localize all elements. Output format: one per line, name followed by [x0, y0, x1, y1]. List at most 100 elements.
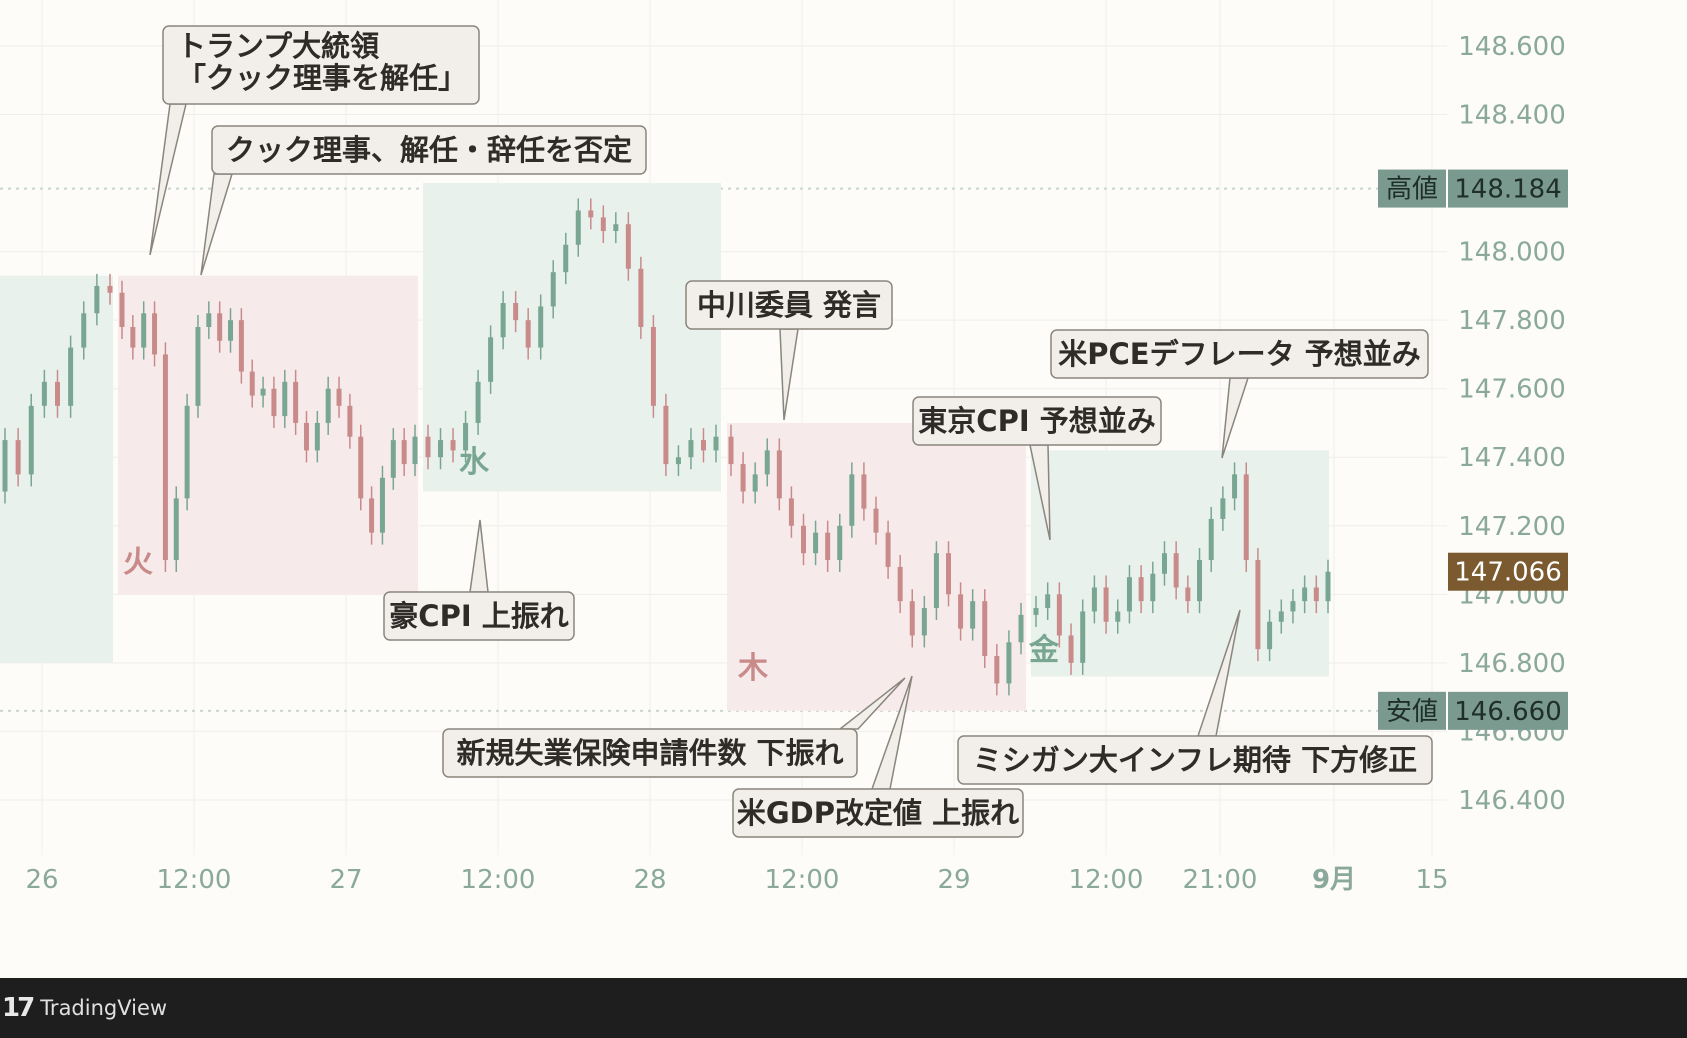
- callout-box: [383, 591, 575, 641]
- time-tick-label: 12:00: [157, 865, 232, 895]
- callout-box: [1050, 329, 1429, 379]
- candle-body: [1220, 498, 1226, 519]
- candle-body: [1185, 587, 1191, 602]
- candle-body: [1150, 573, 1156, 602]
- candle-body: [195, 327, 201, 406]
- candle-body: [861, 474, 867, 509]
- day-band: [727, 422, 1026, 711]
- candle-body: [1243, 474, 1249, 561]
- candle-body: [921, 608, 927, 636]
- candle-body: [801, 525, 806, 554]
- low-marker-label: 安値: [1386, 697, 1438, 727]
- candle-body: [638, 268, 644, 328]
- callout: 米GDP改定値 上振れ: [732, 675, 1024, 838]
- candle-body: [1103, 587, 1109, 622]
- candle-body: [1173, 553, 1179, 588]
- candle-body: [1290, 601, 1296, 612]
- candle-body: [68, 347, 74, 406]
- price-tick-label: 148.400: [1458, 101, 1566, 131]
- callout-pointer: [779, 328, 799, 421]
- candle-body: [336, 388, 342, 406]
- candle-body: [1006, 642, 1012, 684]
- time-tick-label: 26: [25, 865, 58, 895]
- candle-body: [475, 381, 481, 423]
- candle-body: [713, 436, 719, 451]
- callout-box: [211, 125, 647, 175]
- callout-pointer: [1221, 377, 1250, 459]
- candle-body: [837, 525, 843, 561]
- callout-text: クック理事、解任・辞任を否定: [226, 133, 632, 167]
- candle-body: [1126, 577, 1132, 612]
- candle-body: [970, 601, 976, 629]
- price-tick-label: 147.800: [1458, 306, 1566, 336]
- candle-body: [933, 553, 939, 609]
- candle-body: [28, 405, 34, 475]
- candle-body: [488, 337, 494, 382]
- candle-body: [271, 388, 277, 417]
- time-tick-label: 29: [937, 865, 970, 895]
- brand-name[interactable]: TradingView: [40, 996, 168, 1020]
- time-tick-label: 12:00: [1069, 865, 1144, 895]
- callout-text: 新規失業保険申請件数 下振れ: [456, 736, 843, 770]
- time-axis: 26 12:00 27 12:00 28 12:00 29 12:00 21:00 9月 15: [25, 865, 1448, 895]
- candle-body: [55, 381, 60, 406]
- candle-body: [663, 405, 669, 465]
- candle-body: [1161, 553, 1167, 574]
- high-marker-label: 高値: [1386, 175, 1438, 205]
- time-tick-label: 12:00: [765, 865, 840, 895]
- candle-body: [2, 440, 8, 492]
- candle-body: [260, 388, 266, 396]
- candle-body: [358, 436, 364, 499]
- day-label: 金: [1028, 633, 1060, 668]
- callout-text: トランプ大統領: [177, 29, 380, 63]
- callout-box: [442, 728, 858, 778]
- callout-box: [957, 735, 1433, 785]
- candle-body: [1325, 571, 1331, 602]
- candle-body: [1045, 594, 1051, 609]
- candle-body: [379, 477, 385, 533]
- candle-body: [325, 388, 331, 423]
- price-tick-label: 148.000: [1458, 238, 1566, 268]
- price-chart[interactable]: 火 水木 金 トランプ大統領 「クック理事を解任」 クック理事、解任・辞任を否定 豪CPI…: [0, 0, 1687, 978]
- candle-body: [613, 224, 619, 232]
- footer-bar: 17 TradingView: [0, 978, 1687, 1038]
- candle-body: [600, 217, 606, 232]
- candle-body: [909, 601, 915, 636]
- candle-body: [303, 422, 309, 451]
- day-band: [118, 275, 418, 595]
- candle-body: [728, 436, 734, 465]
- low-marker-value-bg: [1448, 691, 1568, 730]
- candle-body: [550, 272, 556, 307]
- price-tick-label: 147.600: [1458, 375, 1566, 405]
- callout-text: ミシガン大インフレ期待 下方修正: [973, 743, 1417, 777]
- callout-text: 豪CPI 上振れ: [389, 599, 568, 633]
- candle-body: [293, 381, 299, 423]
- candle-body: [946, 553, 951, 595]
- candle-body: [525, 320, 531, 348]
- candle-body: [700, 440, 706, 451]
- candle-body: [390, 440, 396, 478]
- candle-body: [249, 371, 255, 396]
- candle-body: [425, 436, 431, 458]
- callout-box: [685, 280, 893, 330]
- tradingview-logo-icon[interactable]: 17: [2, 993, 35, 1023]
- candle-body: [141, 313, 147, 348]
- candle-body: [1018, 614, 1024, 643]
- callout: クック理事、解任・辞任を否定: [200, 125, 647, 276]
- day-label: 木: [737, 651, 768, 686]
- candle-body: [675, 457, 681, 465]
- candle-body: [776, 450, 782, 499]
- price-tick-label: 148.600: [1458, 32, 1566, 62]
- candle-body: [650, 327, 656, 406]
- callout-text: 米PCEデフレータ 予想並み: [1058, 337, 1420, 371]
- callout-text: 米GDP改定値 上振れ: [737, 796, 1019, 830]
- candle-body: [813, 532, 819, 554]
- candle-body: [1267, 621, 1273, 650]
- candle-body: [238, 320, 244, 372]
- current-price-value-bg: [1448, 552, 1568, 591]
- chart-svg[interactable]: 火 水木 金 トランプ大統領「クック理事を解任」クック理事、解任・辞任を否定豪CPI…: [0, 0, 1687, 978]
- callout: トランプ大統領「クック理事を解任」: [149, 25, 480, 256]
- candle-body: [625, 224, 631, 269]
- candle-body: [1278, 611, 1284, 622]
- candle-body: [81, 313, 87, 348]
